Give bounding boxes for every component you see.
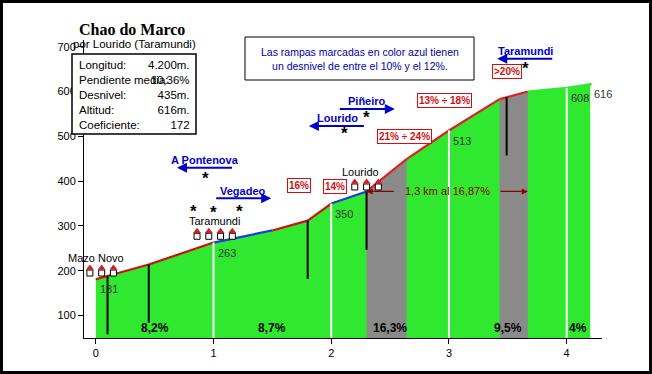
svg-text:*: * [190,202,197,221]
svg-text:300: 300 [57,220,75,232]
svg-text:513: 513 [453,135,471,147]
svg-text:608: 608 [571,92,589,104]
svg-text:*: * [341,124,348,143]
svg-text:Piñeiro: Piñeiro [348,95,386,107]
svg-text:1: 1 [210,347,216,359]
svg-text:4.200m.10,36%435m.616m.172: 4.200m.10,36%435m.616m.172 [148,59,190,131]
svg-text:200: 200 [57,265,75,277]
svg-text:Taramundi: Taramundi [189,215,240,227]
svg-text:181: 181 [100,283,118,295]
svg-text:*: * [363,108,370,127]
svg-text:Lourido: Lourido [342,166,379,178]
svg-text:Taramundi: Taramundi [498,45,553,57]
svg-text:*: * [202,169,209,188]
svg-text:0: 0 [93,347,99,359]
svg-text:16,3%: 16,3% [373,321,407,335]
svg-text:350: 350 [335,208,353,220]
svg-text:8,7%: 8,7% [258,321,286,335]
svg-text:16%: 16% [289,180,309,191]
svg-text:Vegadeo: Vegadeo [220,185,266,197]
svg-text:*: * [210,203,217,222]
svg-text:9,5%: 9,5% [494,321,522,335]
svg-text:1,3 km al 16,87%: 1,3 km al 16,87% [405,185,490,197]
svg-text:Mazo Novo: Mazo Novo [68,252,124,264]
svg-text:4%: 4% [569,321,587,335]
svg-text:263: 263 [218,247,236,259]
svg-text:Chao do Marco: Chao do Marco [79,21,185,38]
svg-text:>20%: >20% [494,66,520,77]
svg-text:400: 400 [57,175,75,187]
svg-text:Las rampas marcadas en color a: Las rampas marcadas en color azul tienen… [261,46,459,72]
svg-text:por Lourido (Taramundi): por Lourido (Taramundi) [73,38,196,50]
svg-text:500: 500 [57,130,75,142]
svg-text:A Pontenova: A Pontenova [171,154,239,166]
svg-text:*: * [236,202,243,221]
svg-text:Longitud:Pendiente media:Desni: Longitud:Pendiente media:Desnivel:Altitu… [79,59,169,131]
svg-text:600: 600 [57,85,75,97]
svg-text:14%: 14% [325,181,345,192]
svg-text:Lourido: Lourido [317,112,358,124]
svg-text:8,2%: 8,2% [141,321,169,335]
svg-text:3: 3 [446,347,452,359]
svg-text:21% ÷ 24%: 21% ÷ 24% [379,131,430,142]
svg-text:13% ÷ 18%: 13% ÷ 18% [419,95,470,106]
svg-text:4: 4 [564,347,570,359]
svg-text:700: 700 [57,41,75,53]
svg-text:*: * [522,59,529,78]
svg-text:2: 2 [328,347,334,359]
svg-text:616: 616 [594,88,612,100]
svg-text:100: 100 [57,309,75,321]
